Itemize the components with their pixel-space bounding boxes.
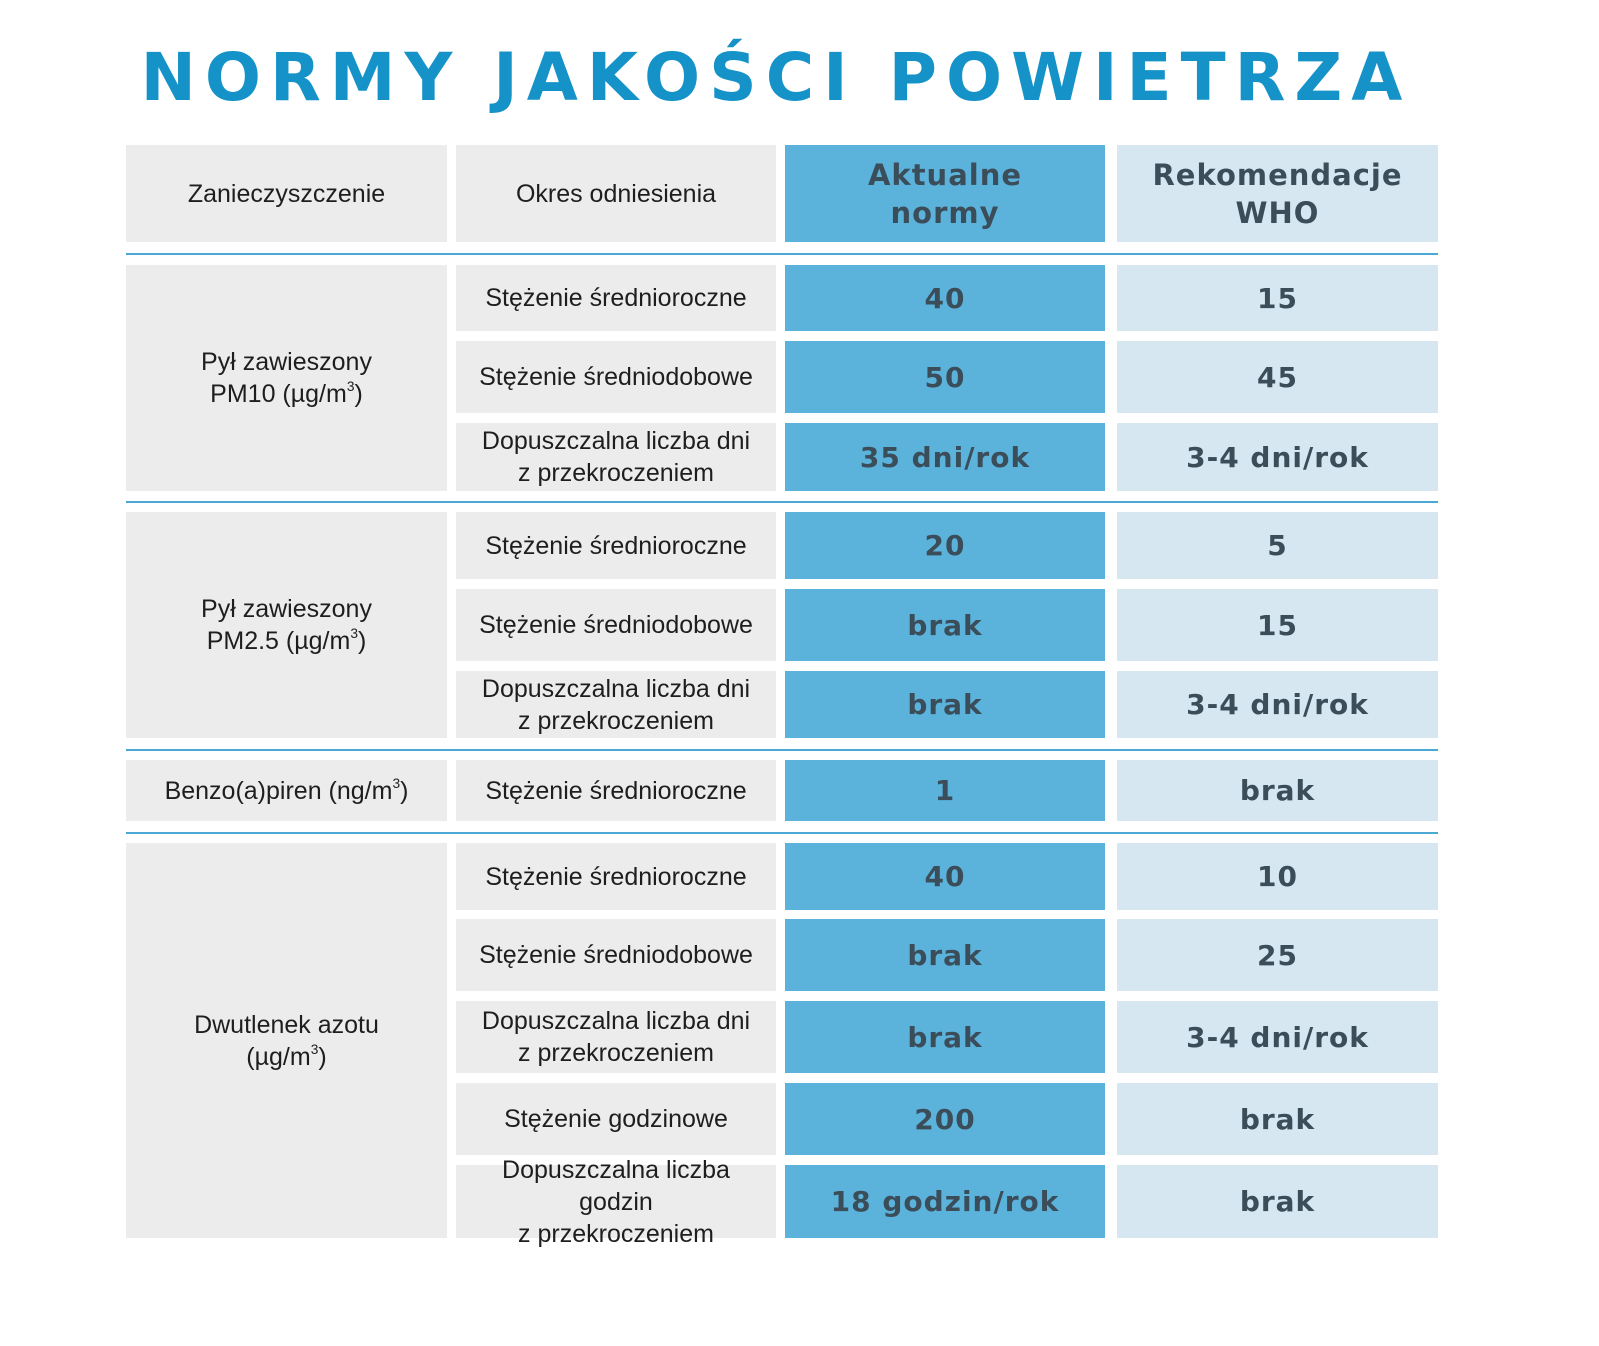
current-norm-value: 200 [785, 1083, 1105, 1155]
header-current-line2: normy [890, 195, 1000, 230]
divider [126, 253, 1438, 255]
pollutant-pm10: Pył zawieszony PM10 (µg/m3) [126, 265, 447, 491]
pollutant-unit: PM2.5 (µg/m3) [206, 626, 367, 655]
current-norm-value: 1 [785, 760, 1105, 821]
who-value: 15 [1117, 589, 1438, 661]
header-period: Okres odniesienia [456, 145, 776, 242]
period-cell: Stężenie średniodobowe [456, 589, 776, 661]
who-value: 3-4 dni/rok [1117, 423, 1438, 491]
current-norm-value: 35 dni/rok [785, 423, 1105, 491]
period-cell: Stężenie średniodobowe [456, 341, 776, 413]
pollutant-name: Benzo(a)piren (ng/m3) [164, 775, 409, 805]
current-norm-value: 20 [785, 512, 1105, 579]
period-cell: Dopuszczalna liczba dni z przekroczeniem [456, 1001, 776, 1073]
divider [126, 832, 1438, 834]
who-value: 25 [1117, 919, 1438, 991]
current-norm-value: brak [785, 1001, 1105, 1073]
current-norm-value: 40 [785, 265, 1105, 331]
who-value: 5 [1117, 512, 1438, 579]
who-value: brak [1117, 1083, 1438, 1155]
pollutant-pm25: Pył zawieszony PM2.5 (µg/m3) [126, 512, 447, 738]
who-value: brak [1117, 760, 1438, 821]
header-who-line1: Rekomendacje [1152, 157, 1403, 192]
who-value: 3-4 dni/rok [1117, 1001, 1438, 1073]
header-current-line1: Aktualne [867, 157, 1023, 192]
period-cell: Stężenie średnioroczne [456, 265, 776, 331]
header-who: Rekomendacje WHO [1117, 145, 1438, 242]
current-norm-value: 40 [785, 843, 1105, 910]
pollutant-name: Pył zawieszony [201, 348, 372, 376]
divider [126, 749, 1438, 751]
who-value: 3-4 dni/rok [1117, 671, 1438, 738]
divider [126, 501, 1438, 503]
page-title: NORMY JAKOŚCI POWIETRZA [140, 39, 1412, 116]
period-cell: Stężenie średnioroczne [456, 512, 776, 579]
header-pollutant: Zanieczyszczenie [126, 145, 447, 242]
period-cell: Dopuszczalna liczba dni z przekroczeniem [456, 423, 776, 491]
current-norm-value: 50 [785, 341, 1105, 413]
period-cell: Stężenie średnioroczne [456, 843, 776, 910]
header-period-label: Okres odniesienia [515, 179, 717, 208]
period-cell: Stężenie średnioroczne [456, 760, 776, 821]
period-cell: Stężenie godzinowe [456, 1083, 776, 1155]
who-value: brak [1117, 1165, 1438, 1238]
pollutant-name: Dwutlenek azotu [194, 1010, 379, 1039]
pollutant-name: Pył zawieszony [201, 595, 372, 623]
who-value: 15 [1117, 265, 1438, 331]
period-cell: Stężenie średniodobowe [456, 919, 776, 991]
header-who-line2: WHO [1235, 195, 1320, 230]
pollutant-benzo-a-pyrene: Benzo(a)piren (ng/m3) [126, 760, 447, 821]
pollutant-unit: (µg/m3) [246, 1041, 327, 1071]
who-value: 10 [1117, 843, 1438, 910]
period-cell: Dopuszczalna liczba godzin z przekroczeni… [456, 1156, 776, 1248]
header-pollutant-label: Zanieczyszczenie [187, 179, 386, 208]
current-norm-value: brak [785, 919, 1105, 991]
pollutant-nitrogen-dioxide: Dwutlenek azotu (µg/m3) [126, 843, 447, 1238]
who-value: 45 [1117, 341, 1438, 413]
current-norm-value: 18 godzin/rok [785, 1165, 1105, 1238]
current-norm-value: brak [785, 671, 1105, 738]
header-current-norms: Aktualne normy [785, 145, 1105, 242]
period-cell: Dopuszczalna liczba dni z przekroczeniem [456, 671, 776, 738]
current-norm-value: brak [785, 589, 1105, 661]
pollutant-unit: PM10 (µg/m3) [210, 379, 363, 408]
